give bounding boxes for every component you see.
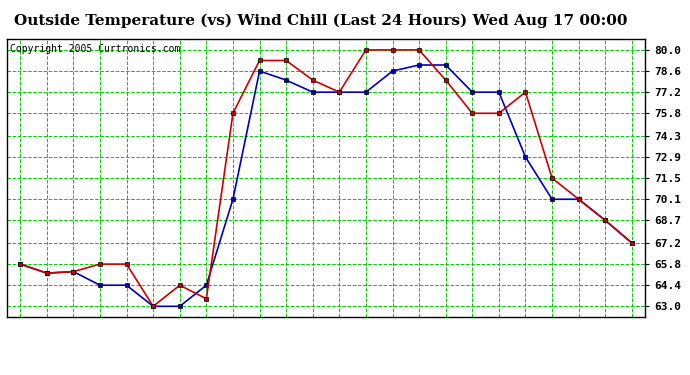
Text: 16:00: 16:00	[414, 330, 424, 360]
Text: 17:00: 17:00	[441, 330, 451, 360]
Text: 23:00: 23:00	[600, 330, 610, 360]
Text: 13:00: 13:00	[335, 330, 344, 360]
Text: Outside Temperature (vs) Wind Chill (Last 24 Hours) Wed Aug 17 00:00: Outside Temperature (vs) Wind Chill (Las…	[14, 13, 628, 27]
Text: 00:00: 00:00	[627, 330, 637, 360]
Text: 19:00: 19:00	[494, 330, 504, 360]
Text: 07:00: 07:00	[175, 330, 185, 360]
Text: 03:00: 03:00	[68, 330, 79, 360]
Text: 21:00: 21:00	[547, 330, 557, 360]
Text: 11:00: 11:00	[281, 330, 291, 360]
Text: 04:00: 04:00	[95, 330, 105, 360]
Text: 08:00: 08:00	[201, 330, 211, 360]
Text: 09:00: 09:00	[228, 330, 238, 360]
Text: 06:00: 06:00	[148, 330, 158, 360]
Text: 05:00: 05:00	[121, 330, 132, 360]
Text: 10:00: 10:00	[255, 330, 264, 360]
Text: 18:00: 18:00	[467, 330, 477, 360]
Text: Copyright 2005 Curtronics.com: Copyright 2005 Curtronics.com	[10, 44, 181, 54]
Text: 01:00: 01:00	[15, 330, 26, 360]
Text: 20:00: 20:00	[520, 330, 531, 360]
Text: 15:00: 15:00	[388, 330, 397, 360]
Text: 12:00: 12:00	[308, 330, 317, 360]
Text: 14:00: 14:00	[361, 330, 371, 360]
Text: 22:00: 22:00	[573, 330, 584, 360]
Text: 02:00: 02:00	[42, 330, 52, 360]
